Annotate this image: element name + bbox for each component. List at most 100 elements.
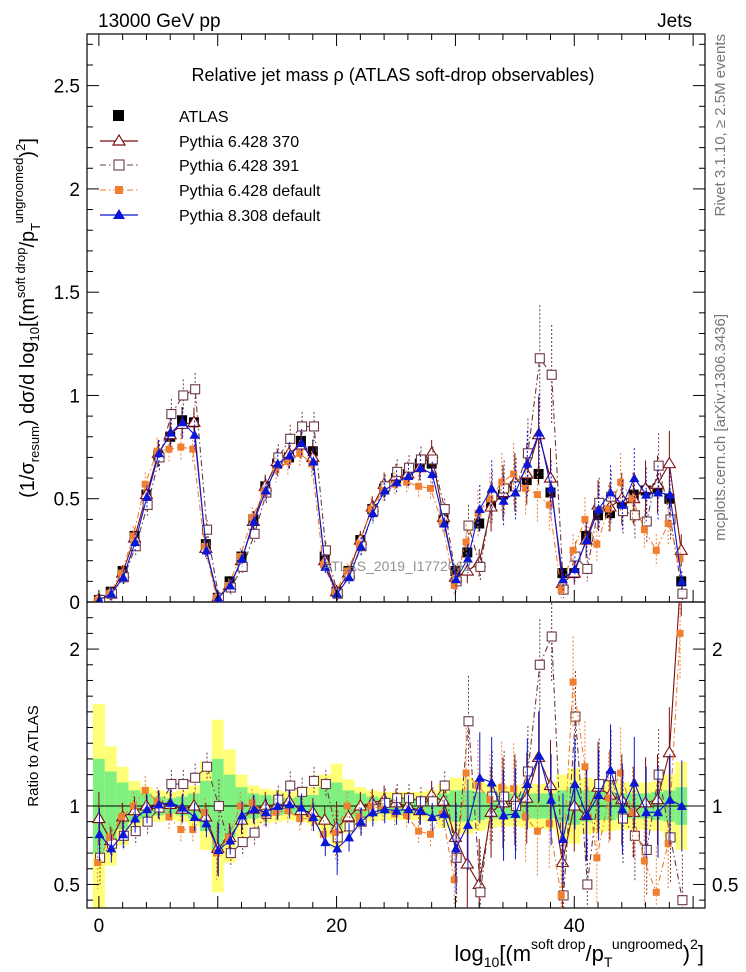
data-point-pythia-8-308-default <box>213 592 224 602</box>
data-point-pythia-6-428-default <box>569 546 577 554</box>
data-point-pythia-6-428-391 <box>641 516 652 527</box>
data-point-pythia-8-308-default <box>237 553 248 563</box>
data-point-pythia-8-308-default <box>474 504 485 514</box>
ratio-point-pythia-8-308-default <box>225 835 236 845</box>
ratio-point-pythia-6-428-default <box>450 876 458 884</box>
ratio-point-pythia-6-428-391 <box>570 711 581 722</box>
data-point-pythia-6-428-default <box>201 542 209 550</box>
data-point-pythia-6-428-default <box>510 470 518 478</box>
data-point-pythia-8-308-default <box>106 588 117 598</box>
ratio-point-pythia-6-428-default <box>236 802 244 810</box>
ratio-point-pythia-6-428-391 <box>534 659 545 670</box>
data-point-pythia-6-428-default <box>177 443 185 451</box>
ratio-point-pythia-6-428-default <box>533 827 541 835</box>
data-point-pythia-6-428-default <box>664 520 672 528</box>
ratio-point-pythia-6-428-391 <box>213 800 224 812</box>
ratio-point-pythia-6-428-391 <box>225 848 236 859</box>
ratio-point-pythia-8-308-default <box>284 799 295 809</box>
data-point-pythia-8-308-default <box>248 516 259 526</box>
ratio-plot-frame <box>86 601 706 909</box>
legend-marker-pythia6-391 <box>113 159 125 171</box>
data-point-pythia-6-428-391 <box>629 510 640 521</box>
side-rivet-label: Rivet 3.1.10, ≥ 2.5M events <box>712 34 729 217</box>
data-point-pythia-8-308-default <box>653 487 664 497</box>
data-point-pythia-6-428-370 <box>186 415 201 427</box>
ratio-point-pythia-6-428-391 <box>249 827 260 838</box>
ratio-point-pythia-6-428-370 <box>353 798 368 811</box>
data-point-pythia-6-428-default <box>141 480 149 488</box>
y-tick-label-lower: 1 <box>69 797 80 818</box>
data-point-pythia-6-428-391 <box>308 421 320 432</box>
ratio-point-pythia-8-308-default <box>248 804 259 814</box>
y-tick-label-upper: 1.5 <box>54 283 80 304</box>
ratio-point-pythia-6-428-default <box>117 813 125 821</box>
ratio-point-pythia-8-308-default <box>617 804 628 814</box>
ratio-point-pythia-8-308-default <box>593 790 604 800</box>
data-point-pythia-6-428-391 <box>392 466 403 477</box>
data-point-pythia-8-308-default <box>260 485 271 495</box>
legend-label-pythia6-370: Pythia 6.428 370 <box>179 134 299 151</box>
ratio-point-pythia-8-308-default <box>332 843 343 853</box>
data-point-pythia-6-428-default <box>367 505 375 513</box>
ratio-point-pythia-6-428-370 <box>91 811 106 824</box>
ratio-point-pythia-6-428-default <box>177 826 185 834</box>
ratio-point-pythia-6-428-391 <box>546 631 557 642</box>
ratio-point-pythia-6-428-391 <box>629 830 640 841</box>
data-point-pythia-6-428-default <box>296 449 304 457</box>
ratio-point-pythia-8-308-default <box>130 813 141 823</box>
ratio-point-pythia-8-308-default <box>522 779 533 789</box>
data-point-atlas <box>462 547 473 558</box>
ratio-point-pythia-8-308-default <box>237 810 248 820</box>
ratio-point-pythia-6-428-default <box>343 802 351 810</box>
data-point-pythia-8-308-default <box>189 429 200 439</box>
data-point-pythia-6-428-default <box>676 555 684 563</box>
legend-label-pythia6-391: Pythia 6.428 391 <box>179 158 299 175</box>
data-point-pythia-6-428-default <box>474 509 482 517</box>
ratio-point-pythia-6-428-370 <box>662 745 677 758</box>
ratio-point-pythia-6-428-391 <box>617 813 629 824</box>
ratio-point-pythia-6-428-370 <box>317 813 332 825</box>
ratio-point-pythia-8-308-default <box>213 844 224 854</box>
ratio-point-pythia-8-308-default <box>510 808 521 818</box>
ratio-point-pythia-8-308-default <box>462 819 473 829</box>
ratio-point-pythia-6-428-default <box>510 785 518 793</box>
ratio-point-pythia-8-308-default <box>486 777 497 787</box>
ratio-point-pythia-6-428-391 <box>178 778 189 790</box>
ratio-point-pythia-6-428-default <box>617 769 625 777</box>
data-point-pythia-6-428-default <box>320 561 328 569</box>
ratio-point-pythia-8-308-default <box>320 837 331 847</box>
ratio-point-pythia-6-428-391 <box>499 791 510 802</box>
ratio-point-pythia-6-428-370 <box>186 798 201 811</box>
ratio-point-pythia-6-428-370 <box>341 809 356 822</box>
data-point-pythia-8-308-default <box>451 574 462 584</box>
ratio-point-pythia-6-428-default <box>284 807 292 815</box>
ratio-point-pythia-6-428-default <box>569 678 577 686</box>
ratio-point-pythia-6-428-default <box>403 811 411 819</box>
ratio-point-pythia-8-308-default <box>641 807 652 817</box>
data-point-pythia-6-428-default <box>415 482 423 490</box>
data-point-pythia-6-428-391 <box>190 384 201 395</box>
data-point-atlas <box>664 493 675 504</box>
plot-frames <box>86 33 706 909</box>
data-point-pythia-8-308-default <box>320 561 331 571</box>
ratio-point-pythia-6-428-default <box>296 815 304 823</box>
ratio-line-pythia-6-428-370 <box>98 602 680 887</box>
ratio-point-pythia-8-308-default <box>355 816 366 826</box>
ratio-point-pythia-6-428-default <box>664 840 672 848</box>
ratio-point-pythia-6-428-default <box>94 858 102 866</box>
ratio-point-pythia-8-308-default <box>629 777 640 787</box>
data-point-pythia-6-428-default <box>403 478 411 486</box>
ratio-point-pythia-6-428-370 <box>460 856 475 869</box>
data-point-pythia-8-308-default <box>142 491 153 501</box>
data-point-pythia-6-428-default <box>331 588 339 596</box>
data-point-pythia-6-428-default <box>593 540 601 548</box>
data-point-pythia-8-308-default <box>664 489 675 499</box>
watermark: ATLAS_2019_I1772062 <box>323 558 472 574</box>
data-point-pythia-8-308-default <box>617 499 628 509</box>
ratio-point-pythia-6-428-default <box>272 808 280 816</box>
ratio-point-pythia-8-308-default <box>296 802 307 812</box>
data-point-pythia-6-428-default <box>165 445 173 453</box>
data-point-pythia-6-428-default <box>533 491 541 499</box>
x-tick-label: 0 <box>94 916 105 937</box>
data-point-pythia-6-428-default <box>557 586 565 594</box>
